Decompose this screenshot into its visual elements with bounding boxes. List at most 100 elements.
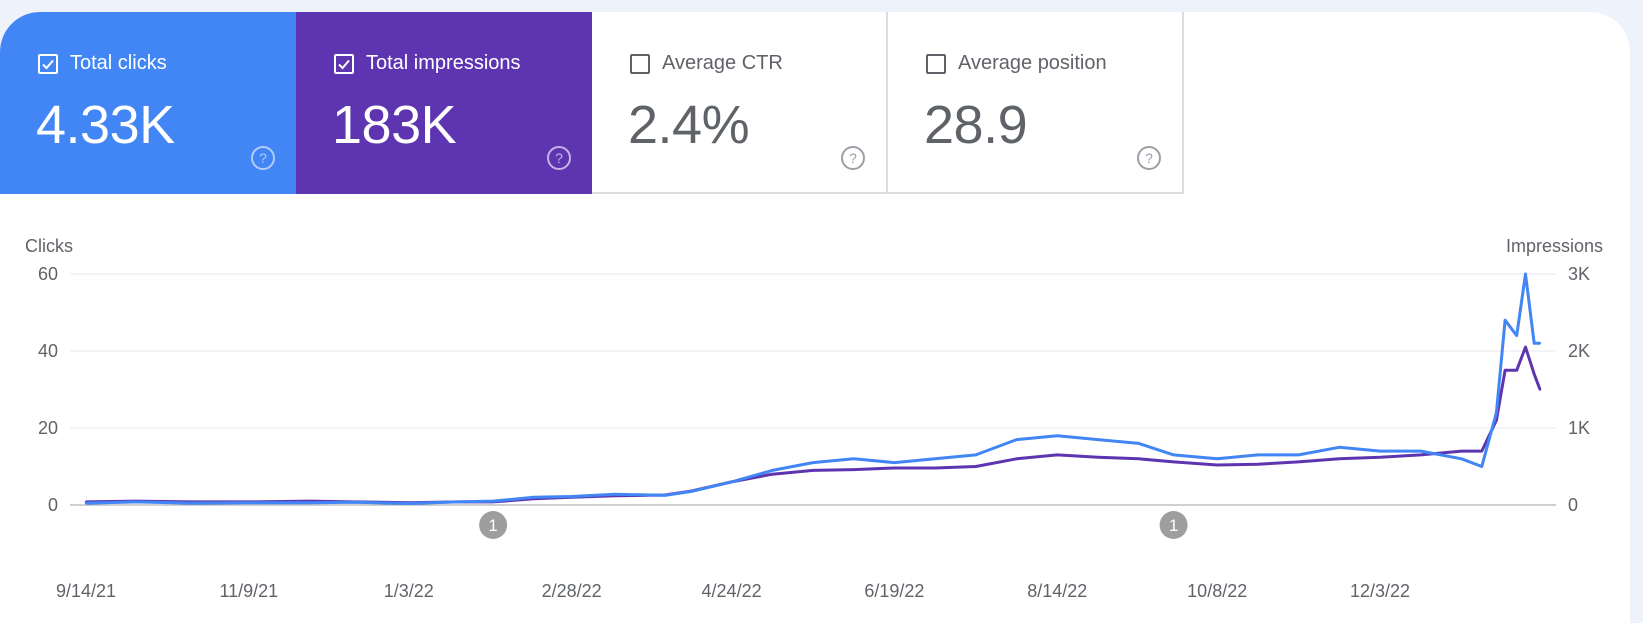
x-tick-label: 4/24/22 [702,581,762,601]
data-point [1515,369,1518,372]
help-circle-icon[interactable]: ? [250,145,276,171]
total-clicks-label: Total clicks [70,52,167,74]
x-tick-label: 6/19/22 [864,581,924,601]
data-point [1419,453,1422,457]
data-point [1378,456,1382,459]
data-point [1524,345,1527,349]
data-point [1532,342,1536,345]
data-point [852,468,855,471]
data-point [1538,388,1542,391]
help-circle-icon[interactable]: ? [1136,145,1162,171]
checkbox-icon[interactable] [38,53,58,74]
y-left-tick-label: 60 [38,264,58,284]
help-circle-icon[interactable]: ? [546,145,572,171]
x-tick-label: 10/8/22 [1187,581,1247,601]
annotation-marker-icon: 1 [479,511,508,539]
data-point [1378,449,1382,453]
help-circle-icon[interactable]: ? [840,145,866,171]
data-point [852,457,855,460]
y-right-axis-label: Impressions [1506,236,1603,256]
metric-cards: Total clicks 4.33K ? Total impressions 1… [0,12,1184,194]
data-point [1096,438,1100,441]
data-point [1216,463,1219,467]
average-position-label: Average position [958,52,1107,74]
total-impressions-value: 183K [332,95,457,155]
data-point [893,461,896,464]
y-left-tick-label: 0 [48,495,58,515]
svg-text:?: ? [849,150,857,166]
x-tick-label: 1/3/22 [384,581,434,601]
data-point [771,469,774,472]
data-point [1056,434,1059,437]
data-point [811,461,815,464]
checkbox-icon[interactable] [334,53,354,74]
data-point [1297,460,1300,464]
data-point [1480,465,1484,468]
data-point [933,466,937,470]
data-point [532,496,536,499]
data-point [1515,334,1518,337]
data-point [1056,453,1059,457]
average-ctr-value: 2.4% [628,95,750,155]
annotation-label: 1 [1169,516,1178,535]
data-point [84,501,88,505]
y-left-axis-label: Clicks [25,236,73,256]
data-point [247,501,251,504]
data-point [1096,456,1100,459]
svg-text:?: ? [1145,150,1153,166]
svg-text:?: ? [555,150,563,166]
data-point [1216,457,1219,460]
average-position-value: 28.9 [924,95,1028,155]
data-point [1137,442,1140,445]
data-point [1460,457,1463,460]
data-point [614,493,617,496]
x-tick-label: 12/3/22 [1350,581,1410,601]
total-impressions-label: Total impressions [366,52,521,74]
average-position-card[interactable]: Average position 28.9 ? [888,12,1184,194]
total-impressions-card[interactable]: Total impressions 183K ? [296,12,592,194]
data-point [1172,460,1175,464]
data-point [689,490,693,493]
y-right-tick-label: 1K [1568,418,1590,438]
y-left-tick-label: 40 [38,341,58,361]
annotation-marker-circle [1159,511,1188,539]
y-left-tick-label: 20 [38,418,58,438]
performance-panel: Total clicks 4.33K ? Total impressions 1… [0,12,1630,623]
data-point [491,499,495,503]
data-point [352,501,355,504]
data-point [1460,449,1463,453]
data-point [1480,449,1484,453]
data-point [663,494,666,497]
data-point [893,466,896,470]
data-point [1137,457,1140,460]
annotation-marker-icon: 1 [1159,511,1188,539]
data-point [1532,372,1536,376]
data-point [1015,438,1018,441]
average-ctr-label: Average CTR [662,52,783,74]
data-point [933,457,937,460]
data-point [1338,446,1341,449]
data-point [811,469,815,472]
data-point [457,500,460,504]
data-point [1538,342,1542,345]
data-point [730,480,733,484]
data-point [1503,319,1507,322]
x-tick-label: 11/9/21 [219,581,278,601]
average-ctr-card[interactable]: Average CTR 2.4% ? [592,12,888,194]
checkbox-icon[interactable] [926,53,946,74]
data-point [771,473,774,476]
total-clicks-card[interactable]: Total clicks 4.33K ? [0,12,296,194]
data-point [1495,411,1498,414]
data-point [974,453,978,457]
data-point [974,465,978,468]
data-point [1015,457,1018,460]
data-point [570,495,573,498]
data-point [134,500,137,504]
clicks-series-line [85,272,1540,505]
checkbox-icon[interactable] [630,53,650,74]
y-right-tick-label: 2K [1568,341,1590,361]
data-point [1524,272,1527,276]
data-point [1172,453,1175,457]
data-point [1256,462,1260,466]
y-right-tick-label: 0 [1568,495,1578,515]
